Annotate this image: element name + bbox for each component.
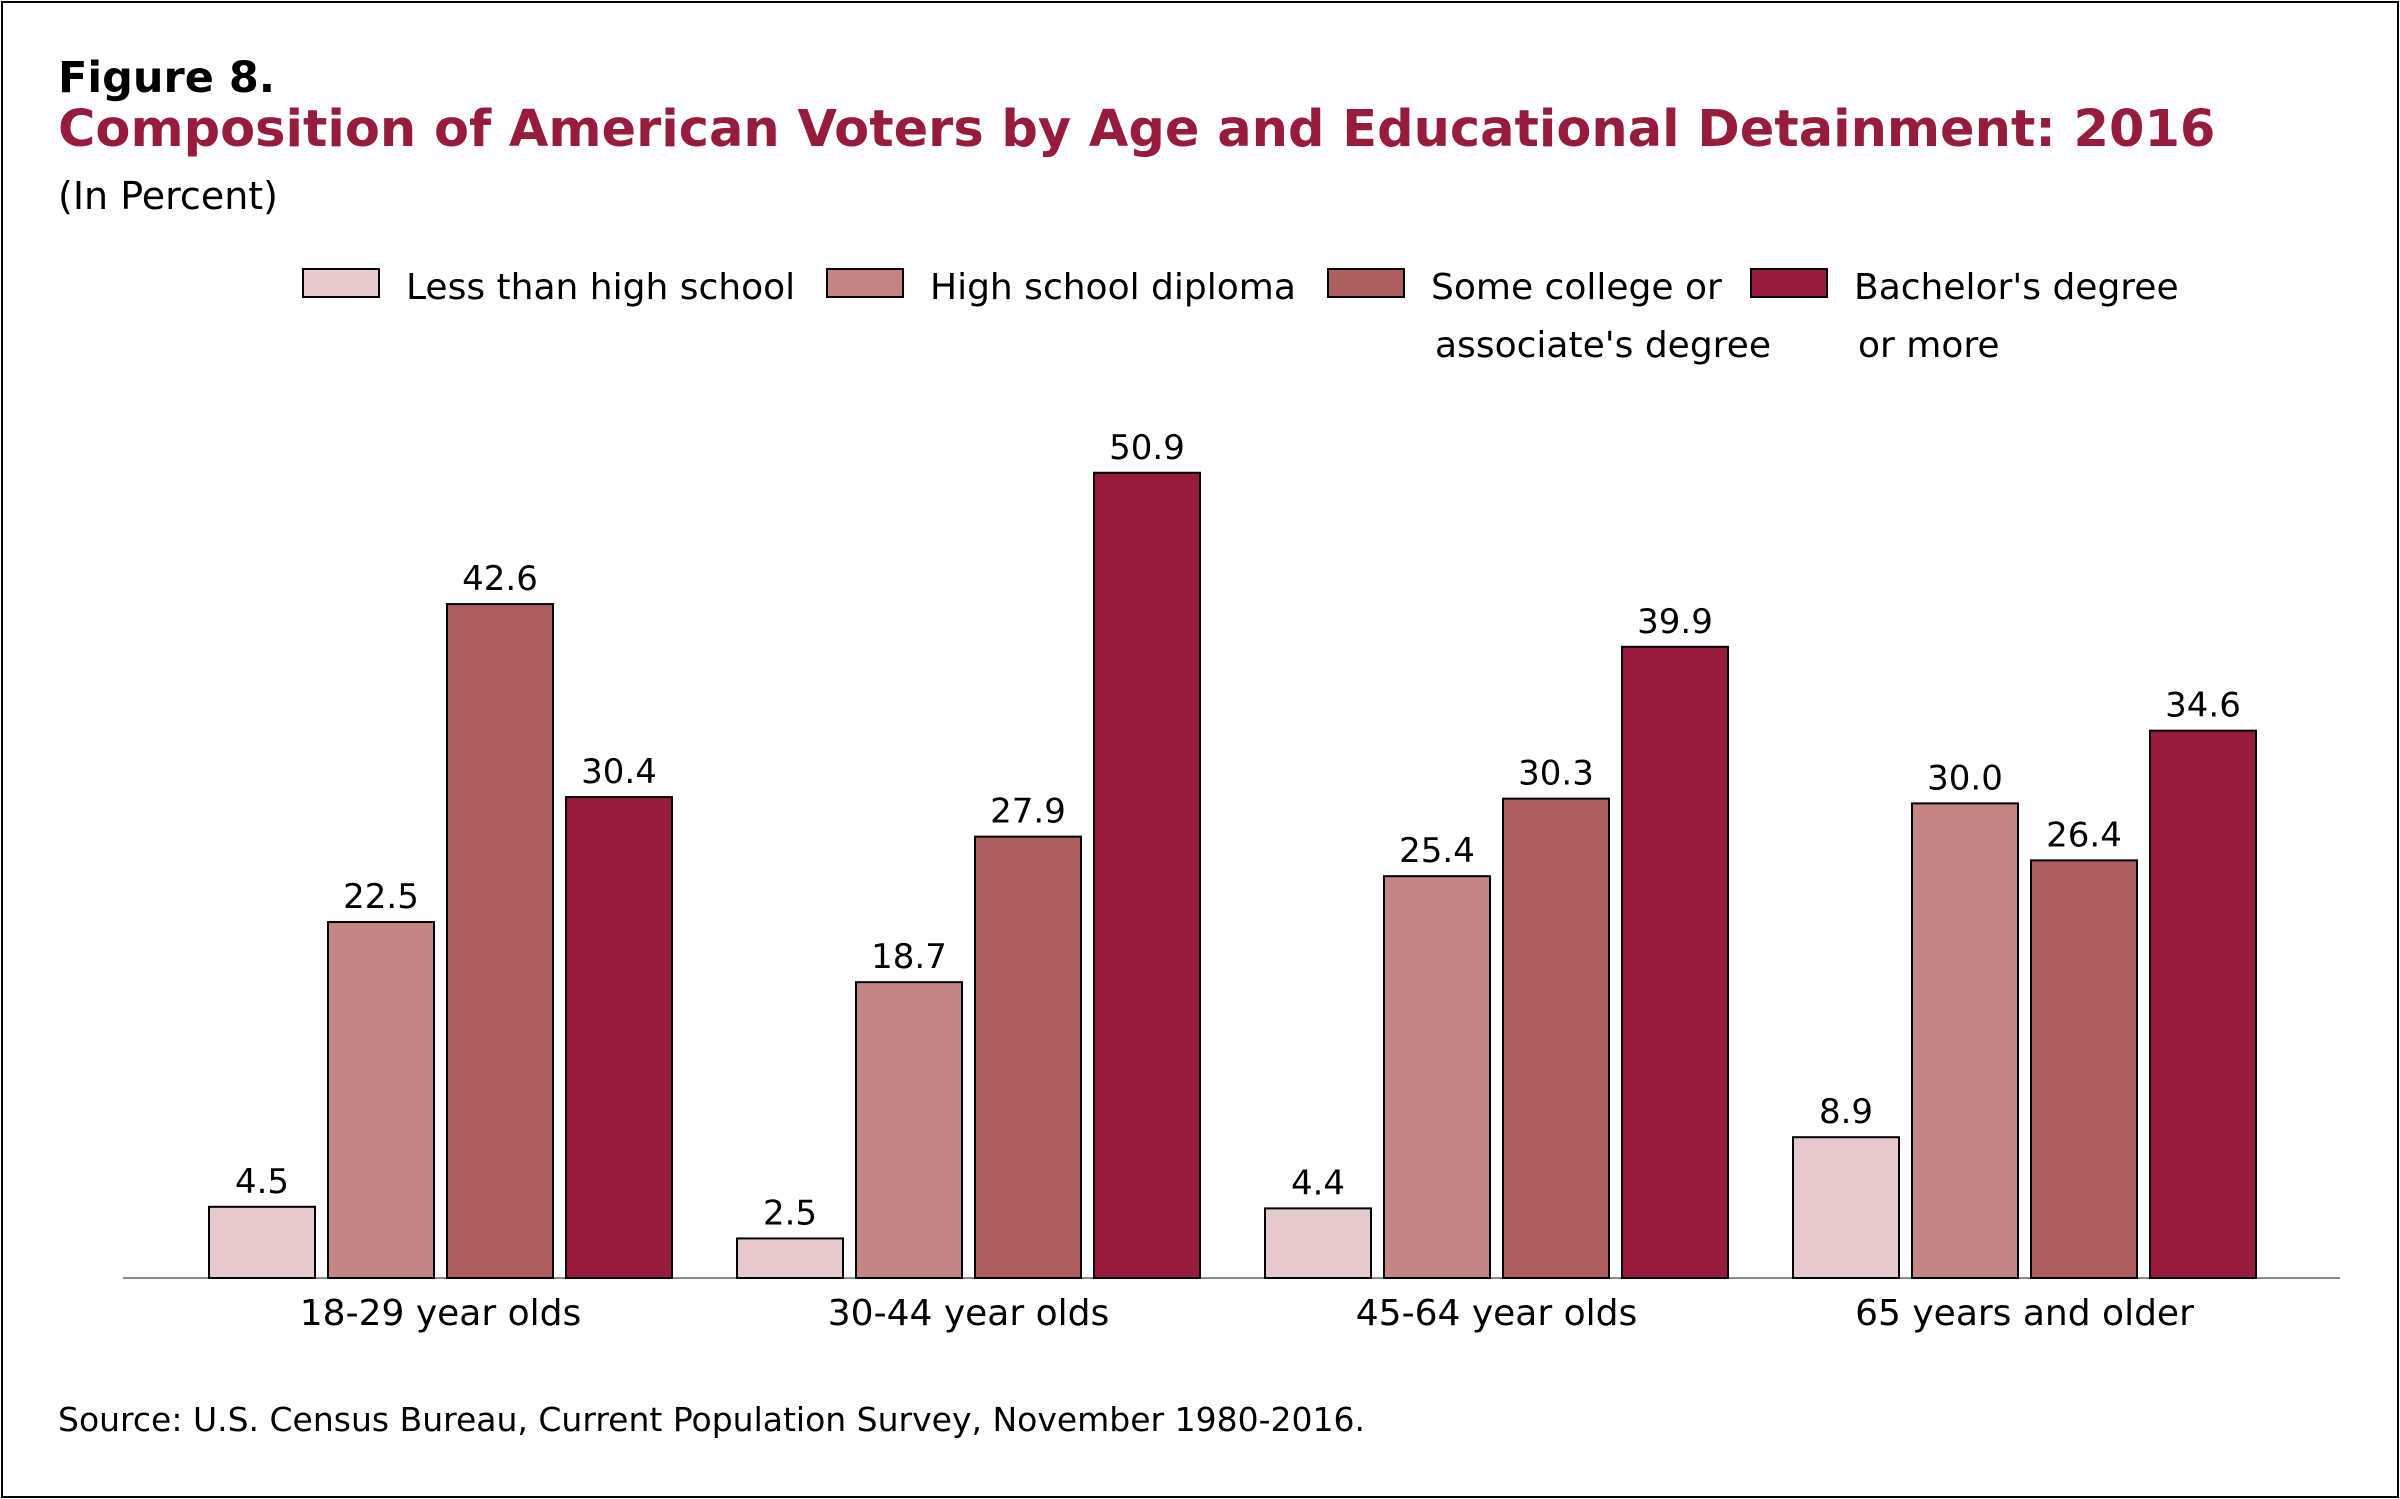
data-label: 8.9 xyxy=(1819,1092,1873,1132)
data-label: 42.6 xyxy=(462,559,538,599)
category-tick-label: 45-64 year olds xyxy=(1356,1293,1637,1334)
data-label: 30.0 xyxy=(1927,758,2003,798)
category-tick-label: 65 years and older xyxy=(1855,1293,2194,1334)
bar xyxy=(2149,729,2257,1279)
category-tick-label: 18-29 year olds xyxy=(300,1293,581,1334)
bar xyxy=(736,1237,844,1279)
data-label: 50.9 xyxy=(1109,428,1185,468)
data-label: 34.6 xyxy=(2165,686,2241,726)
bar xyxy=(1264,1207,1372,1279)
data-label: 30.3 xyxy=(1518,754,1594,794)
bar xyxy=(855,981,963,1280)
category-tick-label: 30-44 year olds xyxy=(828,1293,1109,1334)
bar xyxy=(327,921,435,1279)
figure-subtitle: (In Percent) xyxy=(58,174,279,218)
data-label: 26.4 xyxy=(2046,815,2122,855)
bar xyxy=(1911,802,2019,1280)
bar xyxy=(1383,875,1491,1279)
data-label: 2.5 xyxy=(763,1193,817,1233)
data-label: 30.4 xyxy=(581,752,657,792)
bar xyxy=(1502,797,1610,1279)
bar xyxy=(565,796,673,1280)
figure-title: Composition of American Voters by Age an… xyxy=(58,100,2216,159)
data-label: 27.9 xyxy=(990,792,1066,832)
bar xyxy=(2030,859,2138,1279)
data-label: 4.4 xyxy=(1291,1163,1345,1203)
data-label: 39.9 xyxy=(1637,602,1713,642)
bar xyxy=(1621,645,1729,1279)
data-label: 22.5 xyxy=(343,877,419,917)
bar xyxy=(974,835,1082,1279)
data-label: 4.5 xyxy=(235,1162,289,1202)
source-note: Source: U.S. Census Bureau, Current Popu… xyxy=(58,1400,1365,1439)
bar xyxy=(1093,471,1201,1279)
figure-label: Figure 8. xyxy=(58,53,276,103)
data-label: 25.4 xyxy=(1399,831,1475,871)
bar xyxy=(208,1205,316,1280)
bar xyxy=(446,603,554,1279)
data-label: 18.7 xyxy=(871,937,947,977)
bar xyxy=(1792,1136,1900,1280)
